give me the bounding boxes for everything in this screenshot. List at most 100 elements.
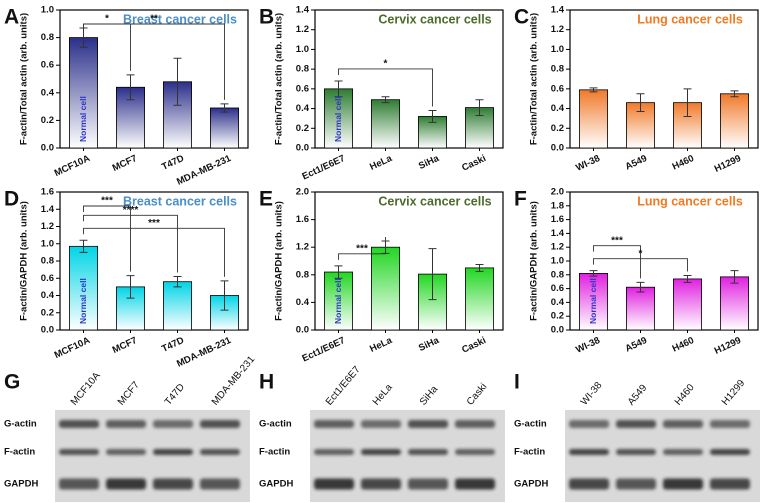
significance-label: ***	[611, 235, 623, 246]
y-tick-label: 0.0	[551, 325, 564, 336]
x-tick-label: H1299	[713, 335, 743, 357]
bar	[720, 93, 750, 149]
x-tick-label: MDA-MB-231	[175, 335, 233, 370]
blot-band	[663, 449, 703, 455]
blot-band	[408, 449, 448, 455]
blot-band	[361, 478, 401, 490]
error-bar	[126, 74, 135, 101]
error-bar	[475, 99, 484, 116]
blot-band	[153, 478, 193, 490]
y-tick-label: 1.0	[41, 5, 54, 16]
blot-band	[106, 449, 146, 455]
error-bar	[683, 274, 692, 283]
bar-note: Normal cell	[78, 278, 88, 324]
y-tick-label: 0.6	[551, 83, 564, 94]
bar	[579, 273, 609, 331]
panel-letter: F	[514, 188, 527, 211]
blot-band	[59, 449, 99, 455]
blot-band	[455, 420, 495, 428]
bar	[69, 245, 99, 331]
y-tick-label: 0.8	[296, 64, 309, 75]
plot-frame	[59, 9, 249, 149]
x-tick-label: WI-38	[574, 335, 602, 356]
blot-band	[59, 478, 99, 490]
bar-note: Normal cell	[333, 278, 343, 324]
y-tick-label: 0.0	[41, 325, 54, 336]
bar-note: Normal cell	[333, 96, 343, 142]
y-tick-label: 0.8	[551, 269, 564, 280]
panel-letter: B	[259, 6, 274, 29]
error-bar	[428, 110, 437, 123]
plot-frame	[314, 9, 504, 149]
error-bar	[589, 87, 598, 93]
blot-band	[106, 420, 146, 428]
panel-letter: G	[4, 371, 20, 394]
y-tick-label: 0.0	[41, 143, 54, 154]
significance-label: ***	[356, 243, 368, 254]
x-tick-label: HeLa	[368, 335, 394, 355]
y-tick-label: 0.4	[296, 297, 310, 308]
blot-band	[361, 449, 401, 455]
error-bar	[683, 88, 692, 117]
x-tick-label: MCF7	[111, 153, 139, 174]
row-label: GAPDH	[514, 479, 548, 490]
y-tick-label: 0.8	[41, 256, 54, 267]
y-tick-label: 0.4	[296, 103, 310, 114]
error-bar	[220, 280, 229, 311]
x-tick-label: Ect1/E6E7	[301, 153, 347, 182]
bar	[370, 246, 400, 331]
y-tick-label: 1.0	[551, 44, 564, 55]
y-tick-label: 1.0	[296, 44, 309, 55]
y-axis-label: F-actin/GAPDH (arb. units)	[274, 201, 285, 321]
blot-band	[455, 478, 495, 490]
y-tick-label: 0.4	[551, 103, 565, 114]
chart-title: Breast cancer cells	[123, 194, 237, 208]
significance-bracket	[593, 245, 641, 279]
y-tick-label: 0.4	[41, 87, 55, 98]
bar-note: Normal cell	[78, 96, 88, 142]
x-tick-label: MCF7	[111, 335, 139, 356]
y-tick-label: 0.2	[296, 123, 309, 134]
significance-bracket	[338, 236, 386, 260]
blot-band	[200, 420, 240, 428]
row-label: GAPDH	[4, 479, 38, 490]
lane-label: MCF10A	[69, 370, 103, 408]
panel-letter: D	[4, 188, 19, 211]
x-tick-label: H460	[671, 153, 696, 173]
error-bar	[126, 275, 135, 299]
bar	[69, 37, 99, 149]
y-tick-label: 1.2	[551, 24, 564, 35]
blot-band	[569, 420, 609, 428]
x-tick-label: Caski	[460, 335, 488, 356]
error-bar	[589, 270, 598, 277]
blot-band	[710, 420, 750, 428]
lane-label: H460	[673, 382, 697, 408]
x-tick-label: MCF10A	[53, 335, 92, 361]
y-tick-label: 1.8	[551, 200, 564, 211]
plot-frame	[569, 191, 759, 331]
blot-band	[408, 420, 448, 428]
blot-band	[710, 478, 750, 490]
y-axis-label: F-actin/Total actin (arb. units)	[274, 13, 285, 145]
significance-bracket	[338, 68, 433, 107]
error-bar	[730, 270, 739, 284]
chart-title: Breast cancer cells	[123, 12, 237, 26]
error-bar	[173, 57, 182, 106]
x-tick-label: MCF10A	[53, 153, 92, 179]
x-tick-label: A549	[624, 153, 649, 173]
x-tick-label: T47D	[160, 335, 186, 355]
x-tick-label: SiHa	[417, 153, 441, 172]
y-axis-label: F-actin/Total actin (arb. units)	[529, 13, 540, 145]
blot-band	[314, 449, 354, 455]
lane-label: WI-38	[579, 380, 605, 408]
y-tick-label: 1.4	[41, 204, 55, 215]
x-tick-label: Caski	[460, 153, 488, 174]
lane-label: MCF7	[116, 379, 142, 407]
blot-band	[569, 449, 609, 455]
x-tick-label: HeLa	[368, 153, 394, 173]
y-axis-label: F-actin/GAPDH (arb. units)	[19, 201, 30, 321]
panel-letter: C	[514, 6, 529, 29]
blot-band	[314, 420, 354, 428]
row-label: F-actin	[4, 447, 35, 458]
